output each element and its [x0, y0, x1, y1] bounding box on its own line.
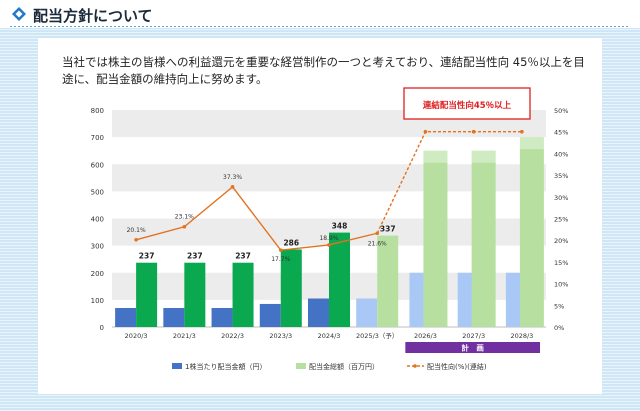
per-share-bar: [211, 308, 233, 327]
payout-point: [423, 129, 428, 134]
y2-tick-label: 25%: [554, 216, 568, 224]
legend-swatch: [296, 363, 306, 369]
y-tick-label: 400: [91, 216, 104, 224]
y-tick-label: 100: [91, 297, 104, 305]
page-title: 配当方針について: [33, 7, 153, 25]
payout-point: [327, 243, 331, 247]
total-dividend-bar: [184, 262, 206, 327]
legend-label: 配当性向(%)(連結): [427, 362, 487, 371]
total-dividend-bar: [136, 262, 158, 327]
y2-tick-label: 40%: [554, 150, 568, 158]
x-tick-label: 2024/3: [318, 332, 341, 340]
y-tick-label: 700: [91, 134, 104, 142]
x-tick-label: 2020/3: [125, 332, 148, 340]
x-tick-label: 2022/3: [221, 332, 244, 340]
legend-swatch: [172, 363, 182, 369]
payout-point: [134, 237, 138, 242]
y2-tick-label: 10%: [554, 281, 568, 289]
total-value-label: 237: [139, 252, 155, 261]
diamond-icon: [12, 7, 26, 21]
payout-point: [230, 185, 235, 189]
legend-label: 1株当たり配当金額（円）: [185, 362, 266, 371]
target-box: [403, 87, 531, 120]
y2-tick-label: 0%: [554, 324, 564, 332]
y2-tick-label: 50%: [554, 107, 568, 115]
total-dividend-bar: [280, 249, 302, 327]
plan-bar-fade: [519, 137, 544, 150]
x-tick-label: 2025/3（予）: [356, 332, 398, 340]
y-tick-label: 800: [91, 107, 104, 115]
x-tick-label: 2027/3: [462, 332, 485, 340]
per-share-bar: [356, 298, 378, 327]
payout-value-label: 21.6%: [368, 240, 387, 247]
per-share-bar: [259, 303, 281, 327]
payout-line: [135, 185, 378, 251]
payout-point: [471, 129, 476, 134]
x-tick-label: 2026/3: [414, 332, 437, 340]
y2-tick-label: 45%: [554, 129, 568, 137]
y2-tick-label: 5%: [554, 302, 564, 310]
x-tick-label: 2021/3: [173, 332, 196, 340]
total-value-label: 237: [235, 252, 251, 261]
x-tick-label: 2028/3: [510, 332, 533, 340]
content-panel: 当社では株主の皆様への利益還元を重要な経営制作の一つと考えており、連結配当性向 …: [38, 38, 602, 394]
y-tick-label: 0: [100, 324, 104, 332]
legend-swatch-point: [413, 364, 417, 368]
payout-value-label: 23.1%: [175, 214, 194, 221]
total-value-label: 348: [332, 222, 348, 231]
y2-tick-label: 35%: [554, 172, 568, 180]
y2-tick-label: 30%: [554, 194, 568, 202]
plan-bar-fade: [471, 150, 496, 163]
total-dividend-bar: [377, 235, 399, 327]
section-heading: 配当方針について: [0, 0, 640, 28]
payout-value-label: 18.9%: [319, 235, 338, 242]
heading-underline: [10, 26, 630, 27]
x-tick-label: 2023/3: [269, 332, 292, 340]
y-tick-label: 300: [91, 243, 104, 251]
per-share-bar: [115, 308, 137, 327]
plan-bar-fade: [423, 150, 448, 163]
total-value-label: 237: [187, 252, 203, 261]
payout-point: [520, 129, 524, 134]
y-tick-label: 500: [91, 188, 104, 196]
total-value-label: 286: [283, 238, 299, 247]
intro-text: 当社では株主の皆様への利益還元を重要な経営制作の一つと考えており、連結配当性向 …: [62, 55, 585, 86]
y2-tick-label: 20%: [554, 237, 568, 245]
payout-point: [278, 248, 283, 252]
total-dividend-bar: [329, 232, 350, 327]
total-dividend-bar: [519, 137, 544, 327]
payout-point: [375, 231, 380, 236]
per-share-bar: [308, 298, 329, 327]
payout-line-plan: [376, 130, 522, 234]
per-share-bar: [163, 308, 185, 327]
total-dividend-bar: [232, 262, 254, 327]
payout-value-label: 17.7%: [271, 256, 290, 263]
plan-label: 計 画: [461, 343, 484, 353]
total-value-label: 337: [380, 225, 396, 234]
plan-bar: [405, 342, 540, 353]
y-tick-label: 200: [91, 270, 104, 278]
total-dividend-bar: [423, 150, 448, 327]
payout-value-label: 20.1%: [127, 227, 146, 234]
target-label: 連結配当性向45％以上: [423, 100, 512, 111]
payout-value-label: 37.3%: [223, 174, 242, 181]
payout-point: [182, 224, 187, 229]
y-tick-label: 600: [91, 161, 104, 169]
legend-label: 配当金総額（百万円）: [309, 362, 379, 371]
total-dividend-bar: [471, 150, 496, 327]
y2-tick-label: 15%: [554, 259, 568, 267]
